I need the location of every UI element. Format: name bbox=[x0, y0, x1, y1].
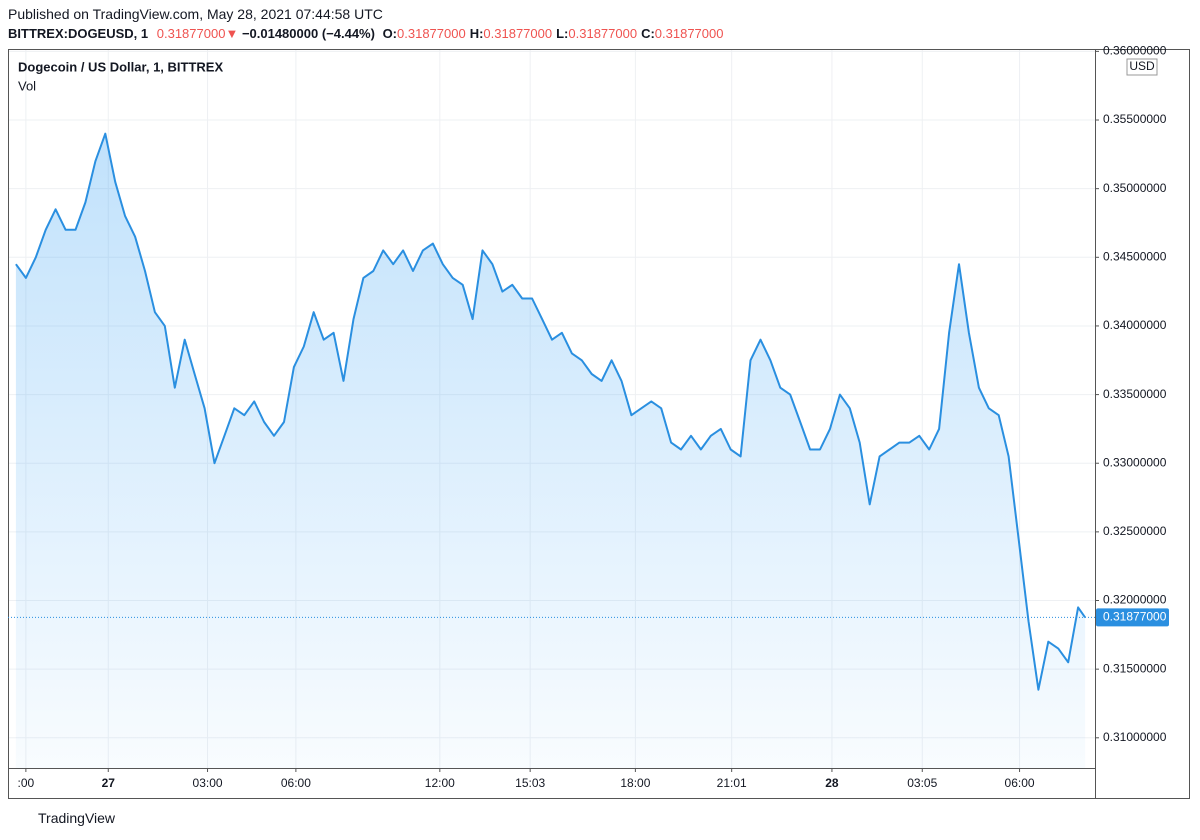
change-arrow: ▼ bbox=[225, 26, 239, 41]
x-tick-label: 27 bbox=[102, 776, 116, 790]
price-line bbox=[15, 132, 1086, 691]
y-tick-label: 0.36000000 bbox=[1103, 44, 1167, 58]
y-tick-label: 0.33000000 bbox=[1103, 455, 1167, 469]
y-tick-label: 0.34000000 bbox=[1103, 318, 1167, 332]
area bbox=[15, 133, 1086, 768]
volume-label: Vol bbox=[18, 78, 36, 93]
ohlc: O:0.31877000 H:0.31877000 L:0.31877000 C:0.… bbox=[379, 26, 724, 41]
published-note: Published on TradingView.com, May 28, 20… bbox=[8, 6, 383, 22]
y-tick-label: 0.35500000 bbox=[1103, 112, 1167, 126]
last-price-tag bbox=[1096, 608, 1169, 627]
x-tick-label: :00 bbox=[18, 776, 35, 790]
x-tick-label: 15:03 bbox=[515, 776, 545, 790]
change: −0.01480000 (−4.44%) bbox=[241, 26, 375, 41]
ohlc-label: O: bbox=[382, 26, 398, 41]
ohlc-label: L: bbox=[556, 26, 569, 41]
ohlc-value: 0.31877000 bbox=[568, 26, 638, 41]
symbol-bar: BITTREX:DOGEUSD, 1 0.31877000▼ −0.014800… bbox=[8, 26, 723, 41]
x-tick-label: 06:00 bbox=[1005, 776, 1035, 790]
currency: USD bbox=[1129, 59, 1155, 73]
x-tick-label: 18:00 bbox=[620, 776, 650, 790]
x-tick-label: 21:01 bbox=[717, 776, 747, 790]
y-tick-label: 0.35000000 bbox=[1103, 181, 1167, 195]
symbol: BITTREX:DOGEUSD, 1 bbox=[8, 26, 149, 41]
currency-box bbox=[1126, 58, 1158, 76]
y-tick-label: 0.34500000 bbox=[1103, 249, 1167, 263]
ohlc-value: 0.31877000 bbox=[654, 26, 724, 41]
y-tick-label: 0.32000000 bbox=[1103, 593, 1167, 607]
y-tick-label: 0.31500000 bbox=[1103, 661, 1167, 675]
ohlc-label: C: bbox=[641, 26, 655, 41]
y-tick-label: 0.33500000 bbox=[1103, 387, 1167, 401]
ohlc-value: 0.31877000 bbox=[397, 26, 466, 41]
y-tick-label: 0.32500000 bbox=[1103, 524, 1167, 538]
ohlc-label: H: bbox=[469, 26, 484, 41]
x-tick-label: 12:00 bbox=[425, 776, 455, 790]
brand: TradingView bbox=[38, 810, 116, 826]
y-tick-label: 0.31000000 bbox=[1103, 730, 1167, 744]
x-tick-label: 03:00 bbox=[193, 776, 223, 790]
frame bbox=[8, 49, 1190, 799]
chart-title: Dogecoin / US Dollar, 1, BITTREX bbox=[18, 59, 223, 74]
x-tick-label: 03:05 bbox=[907, 776, 937, 790]
x-tick-label: 28 bbox=[825, 776, 839, 790]
last-price: 0.31877000 bbox=[156, 26, 226, 41]
last-price-label: 0.31877000 bbox=[1103, 610, 1167, 624]
x-tick-label: 06:00 bbox=[281, 776, 311, 790]
ohlc-value: 0.31877000 bbox=[483, 26, 553, 41]
